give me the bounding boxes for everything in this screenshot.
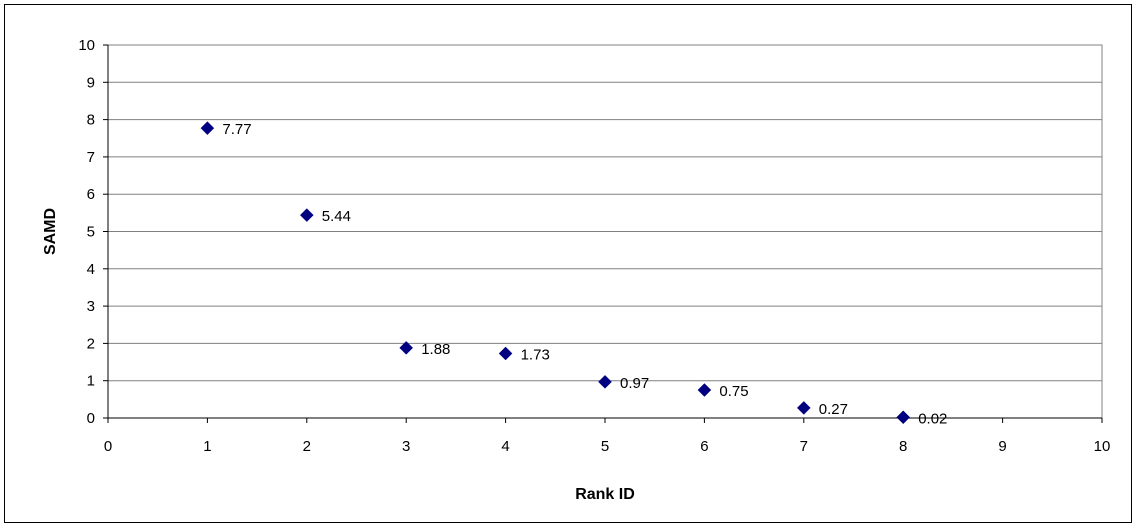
y-tick-label: 10 xyxy=(78,37,95,54)
data-labels: 7.77 5.44 1.88 1.73 0.97 0.75 0.27 0.02 xyxy=(222,121,947,427)
x-tick-label: 4 xyxy=(501,438,509,455)
y-tick-label: 4 xyxy=(87,261,95,278)
data-label: 1.73 xyxy=(521,346,550,363)
data-point xyxy=(697,383,712,397)
y-tick-label: 1 xyxy=(87,373,95,390)
x-tick-label: 7 xyxy=(800,438,808,455)
x-tick-label: 3 xyxy=(402,438,410,455)
data-point xyxy=(896,410,911,425)
data-label: 5.44 xyxy=(322,208,351,225)
chart-frame xyxy=(4,4,1132,523)
data-label: 0.27 xyxy=(819,401,848,418)
y-tick-label: 7 xyxy=(87,149,95,166)
grid-lines xyxy=(108,44,1102,382)
data-label: 0.02 xyxy=(918,410,947,427)
data-label: 1.88 xyxy=(421,341,450,358)
x-axis-ticks: 0 1 2 3 4 5 6 7 8 9 10 xyxy=(104,418,1111,455)
x-tick-label: 2 xyxy=(303,438,311,455)
x-axis-title: Rank ID xyxy=(575,486,635,503)
y-tick-label: 3 xyxy=(87,298,95,315)
data-point xyxy=(598,374,612,389)
x-tick-label: 9 xyxy=(998,438,1006,455)
x-tick-label: 8 xyxy=(899,438,907,455)
data-point xyxy=(200,121,215,136)
x-tick-label: 10 xyxy=(1094,438,1111,455)
data-point xyxy=(498,346,513,361)
y-tick-label: 0 xyxy=(87,410,95,427)
data-label: 0.75 xyxy=(719,383,748,400)
data-point xyxy=(399,341,414,355)
data-point xyxy=(299,208,314,222)
y-tick-label: 5 xyxy=(87,224,95,241)
y-axis-ticks: 0 1 2 3 4 5 6 7 8 9 10 xyxy=(78,37,108,427)
y-tick-label: 8 xyxy=(87,112,95,129)
y-tick-label: 9 xyxy=(87,74,95,91)
y-tick-label: 6 xyxy=(87,186,95,203)
data-point xyxy=(796,401,811,415)
x-tick-label: 6 xyxy=(700,438,708,455)
x-tick-label: 0 xyxy=(104,438,112,455)
y-axis-title: SAMD xyxy=(42,208,59,255)
x-tick-label: 1 xyxy=(203,438,211,455)
x-tick-label: 5 xyxy=(601,438,609,455)
data-label: 7.77 xyxy=(222,121,251,138)
data-points xyxy=(200,121,911,425)
y-tick-label: 2 xyxy=(87,335,95,352)
data-label: 0.97 xyxy=(620,375,649,392)
